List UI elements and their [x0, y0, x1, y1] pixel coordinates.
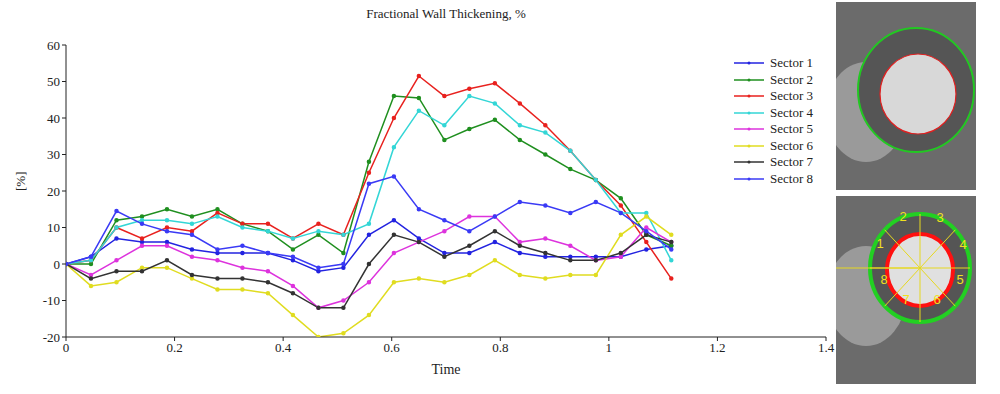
svg-text:1: 1	[606, 340, 613, 355]
svg-text:5: 5	[956, 272, 963, 287]
svg-text:40: 40	[47, 111, 60, 126]
svg-text:1.4: 1.4	[818, 340, 835, 355]
svg-text:8: 8	[880, 272, 887, 287]
svg-text:1: 1	[876, 236, 883, 251]
svg-text:3: 3	[936, 210, 943, 225]
svg-text:7: 7	[902, 292, 909, 307]
svg-text:50: 50	[47, 74, 60, 89]
html-text:Sector 5: Sector 5	[770, 121, 813, 136]
svg-text:30: 30	[47, 147, 60, 162]
svg-text:1.2: 1.2	[709, 340, 725, 355]
svg-text:20: 20	[47, 184, 60, 199]
svg-text:60: 60	[47, 38, 60, 53]
svg-text:-10: -10	[43, 293, 60, 308]
svg-text:0: 0	[63, 340, 70, 355]
svg-text:0.2: 0.2	[166, 340, 182, 355]
html-text:Sector 2: Sector 2	[770, 71, 813, 87]
html-text:Sector 3: Sector 3	[770, 88, 813, 103]
html-text:Sector 8: Sector 8	[770, 170, 813, 186]
svg-text:6: 6	[933, 292, 940, 307]
svg-text:4: 4	[959, 237, 966, 252]
svg-text:0.4: 0.4	[275, 340, 292, 355]
svg-text:-20: -20	[43, 330, 60, 345]
html-text:Sector 6: Sector 6	[770, 137, 813, 153]
svg-text:0.8: 0.8	[492, 340, 508, 355]
svg-text:[%]: [%]	[13, 172, 28, 192]
svg-text:10: 10	[47, 220, 60, 235]
svg-text:0.6: 0.6	[384, 340, 401, 355]
svg-text:Time: Time	[431, 362, 460, 377]
svg-text:0: 0	[54, 257, 61, 272]
html-text:Sector 4: Sector 4	[770, 104, 813, 120]
svg-text:2: 2	[899, 209, 906, 224]
html-text:Sector 7: Sector 7	[770, 154, 813, 169]
html-text:Fractional Wall Thickening, %: Fractional Wall Thickening, %	[366, 6, 526, 21]
html-text:Sector 1: Sector 1	[770, 55, 813, 70]
